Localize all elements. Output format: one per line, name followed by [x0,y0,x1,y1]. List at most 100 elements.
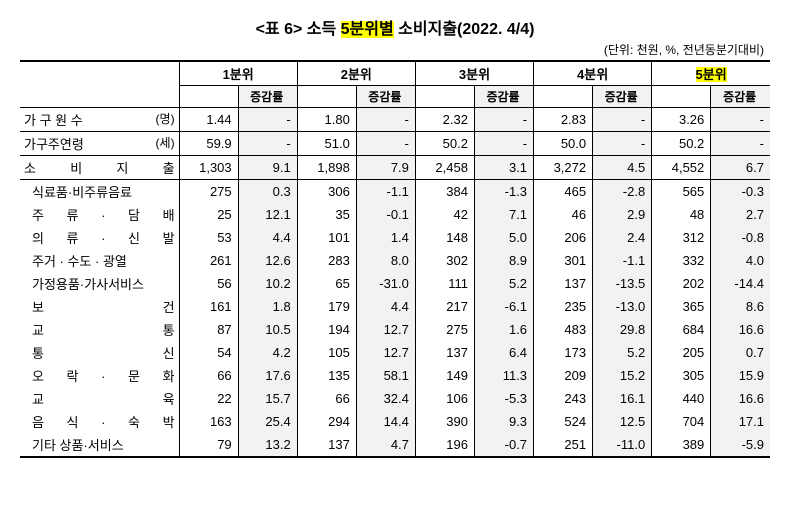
rate-cell: 25.4 [238,410,297,433]
rate-cell: 9.1 [238,156,297,180]
value-cell: 111 [415,272,474,295]
q5-val-head [652,86,711,108]
row-label: 가구주연령(세) [20,132,179,156]
rate-cell: 4.2 [238,341,297,364]
rate-cell: 58.1 [356,364,415,387]
value-cell: 135 [297,364,356,387]
value-cell: 105 [297,341,356,364]
table-row: 음 식 · 숙 박16325.429414.43909.352412.57041… [20,410,770,433]
rate-cell: - [711,132,770,156]
value-cell: 66 [179,364,238,387]
value-cell: 301 [534,249,593,272]
rate-cell: 29.8 [593,318,652,341]
rate-cell: -0.7 [474,433,533,457]
value-cell: 440 [652,387,711,410]
value-cell: 3,272 [534,156,593,180]
value-cell: 332 [652,249,711,272]
rate-cell: -5.9 [711,433,770,457]
value-cell: 50.2 [415,132,474,156]
table-row: 교 육2215.76632.4106-5.324316.144016.6 [20,387,770,410]
value-cell: 704 [652,410,711,433]
table-title: <표 6> 소득 5분위별 소비지출(2022. 4/4) [20,15,770,39]
rate-cell: 16.6 [711,318,770,341]
rate-cell: - [474,132,533,156]
rate-cell: -31.0 [356,272,415,295]
value-cell: 54 [179,341,238,364]
row-label: 오 락 · 문 화 [20,364,179,387]
value-cell: 161 [179,295,238,318]
unit-note: (단위: 천원, %, 전년동분기대비) [20,41,770,58]
value-cell: 101 [297,226,356,249]
value-cell: 173 [534,341,593,364]
rate-cell: - [238,108,297,132]
value-cell: 389 [652,433,711,457]
rate-cell: 17.1 [711,410,770,433]
rate-cell: 0.3 [238,180,297,204]
rate-cell: - [711,108,770,132]
rate-cell: 9.3 [474,410,533,433]
value-cell: 483 [534,318,593,341]
rate-cell: 7.1 [474,203,533,226]
rate-cell: -13.5 [593,272,652,295]
table-row: 오 락 · 문 화6617.613558.114911.320915.23051… [20,364,770,387]
rate-cell: 15.7 [238,387,297,410]
table-row: 가 구 원 수(명)1.44-1.80-2.32-2.83-3.26- [20,108,770,132]
table-row: 기타 상품·서비스7913.21374.7196-0.7251-11.0389-… [20,433,770,457]
value-cell: 202 [652,272,711,295]
table-row: 식료품·비주류음료2750.3306-1.1384-1.3465-2.8565-… [20,180,770,204]
q3-header: 3분위 [415,61,533,86]
rate-cell: 15.9 [711,364,770,387]
rate-cell: 13.2 [238,433,297,457]
data-table: 1분위 2분위 3분위 4분위 5분위 증감률 증감률 증감률 증감률 증감률 … [20,60,770,458]
table-row: 통 신544.210512.71376.41735.22050.7 [20,341,770,364]
rate-cell: 0.7 [711,341,770,364]
value-cell: 384 [415,180,474,204]
table-row: 보 건1611.81794.4217-6.1235-13.03658.6 [20,295,770,318]
table-row: 가구주연령(세)59.9-51.0-50.2-50.0-50.2- [20,132,770,156]
rate-cell: -0.8 [711,226,770,249]
rate-cell: -14.4 [711,272,770,295]
value-cell: 243 [534,387,593,410]
value-cell: 106 [415,387,474,410]
title-prefix: <표 6> 소득 [256,21,341,38]
rate-cell: 4.4 [356,295,415,318]
value-cell: 179 [297,295,356,318]
row-label: 교 육 [20,387,179,410]
rate-cell: 5.2 [474,272,533,295]
q4-header: 4분위 [534,61,652,86]
value-cell: 65 [297,272,356,295]
value-cell: 390 [415,410,474,433]
value-cell: 275 [415,318,474,341]
value-cell: 684 [652,318,711,341]
value-cell: 312 [652,226,711,249]
value-cell: 59.9 [179,132,238,156]
rate-cell: 16.6 [711,387,770,410]
rate-cell: 4.7 [356,433,415,457]
value-cell: 137 [297,433,356,457]
rate-cell: 15.2 [593,364,652,387]
value-cell: 1,303 [179,156,238,180]
value-cell: 194 [297,318,356,341]
rate-cell: - [593,132,652,156]
rate-cell: 12.1 [238,203,297,226]
rate-cell: 12.5 [593,410,652,433]
rate-cell: -1.1 [356,180,415,204]
q1-val-head [179,86,238,108]
rate-cell: -1.3 [474,180,533,204]
value-cell: 275 [179,180,238,204]
value-cell: 51.0 [297,132,356,156]
value-cell: 22 [179,387,238,410]
value-cell: 137 [534,272,593,295]
q5-rate-head: 증감률 [711,86,770,108]
value-cell: 149 [415,364,474,387]
rate-cell: 4.0 [711,249,770,272]
rate-cell: 10.5 [238,318,297,341]
row-label: 가 구 원 수(명) [20,108,179,132]
row-label: 의 류 · 신 발 [20,226,179,249]
row-label: 식료품·비주류음료 [20,180,179,204]
value-cell: 565 [652,180,711,204]
row-label: 교 통 [20,318,179,341]
rate-cell: - [238,132,297,156]
value-cell: 283 [297,249,356,272]
value-cell: 56 [179,272,238,295]
